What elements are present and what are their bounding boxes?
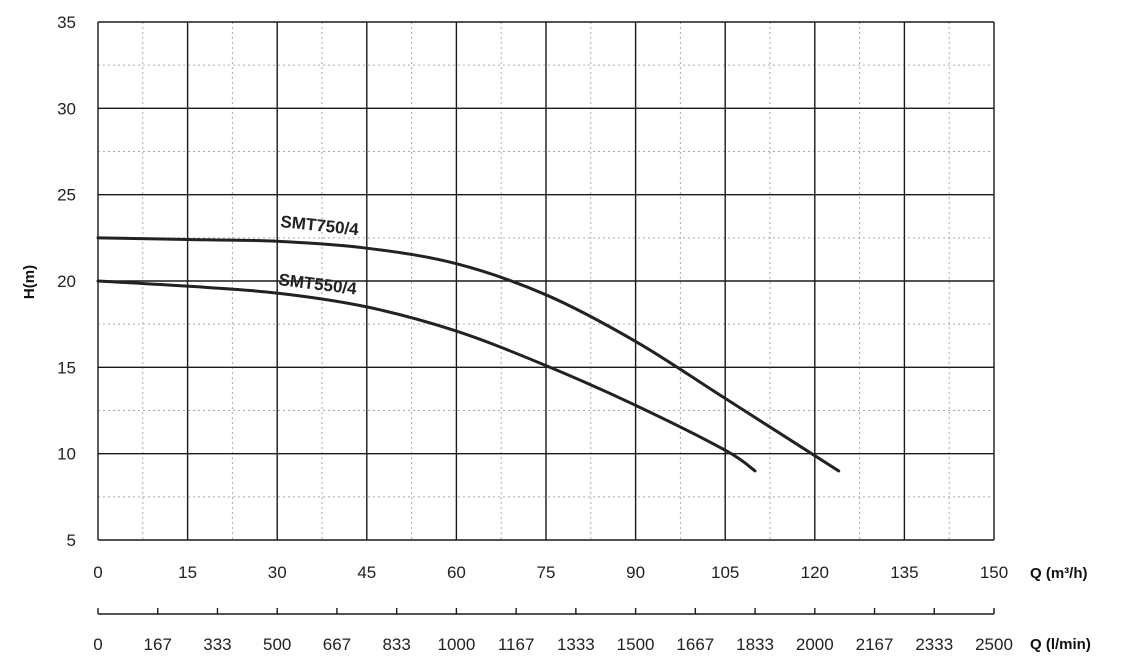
x-tick-label: 0 — [93, 563, 102, 582]
x2-tick-label: 2000 — [796, 635, 834, 654]
series-line-0 — [96, 236, 841, 473]
tick-labels: 0 15 30 45 60 75 90 105 120 135 150 5 10 15 20 25 30 35 — [57, 13, 1008, 582]
y-tick-label: 35 — [57, 13, 76, 32]
x-tick-label: 105 — [711, 563, 739, 582]
x-axis-title: Q (m³/h) — [1030, 565, 1088, 582]
y-tick-label: 30 — [57, 99, 76, 118]
x-tick-label: 90 — [626, 563, 645, 582]
series-lines — [96, 236, 841, 473]
x-tick-label: 120 — [801, 563, 829, 582]
y-tick-label: 15 — [57, 358, 76, 377]
y-tick-label: 20 — [57, 272, 76, 291]
y-axis-title: H(m) — [21, 265, 38, 299]
x-tick-label: 15 — [178, 563, 197, 582]
x-tick-label: 30 — [268, 563, 287, 582]
x-tick-label: 135 — [890, 563, 918, 582]
x-tick-label: 45 — [357, 563, 376, 582]
x2-axis-title: Q (l/min) — [1030, 636, 1091, 653]
series-line-1 — [96, 279, 757, 473]
x2-tick-label: 833 — [382, 635, 410, 654]
x2-tick-label: 1667 — [676, 635, 714, 654]
x2-tick-label: 333 — [203, 635, 231, 654]
x2-tick-label: 1333 — [557, 635, 595, 654]
y-tick-label: 25 — [57, 186, 76, 205]
y-tick-label: 5 — [67, 531, 76, 550]
x2-tick-label: 1167 — [498, 635, 535, 654]
x-tick-label: 75 — [537, 563, 556, 582]
x2-tick-label: 2333 — [915, 635, 953, 654]
y-tick-label: 10 — [57, 445, 76, 464]
x2-tick-label: 2500 — [975, 635, 1013, 654]
x2-tick-label: 167 — [144, 635, 172, 654]
x2-tick-label: 0 — [93, 635, 102, 654]
x-tick-label: 150 — [980, 563, 1008, 582]
x2-tick-label: 1500 — [617, 635, 655, 654]
series-label-smt750: SMT750/4 — [280, 212, 361, 239]
x2-tick-label: 667 — [323, 635, 351, 654]
major-grid — [97, 21, 995, 541]
x-tick-label: 60 — [447, 563, 466, 582]
x2-tick-label: 1833 — [736, 635, 774, 654]
x2-tick-label: 2167 — [856, 635, 894, 654]
secondary-axis: 0 167 333 500 667 833 1000 1167 1333 1500 1667 1833… — [93, 608, 1013, 654]
x2-tick-label: 1000 — [437, 635, 475, 654]
x2-tick-label: 500 — [263, 635, 291, 654]
